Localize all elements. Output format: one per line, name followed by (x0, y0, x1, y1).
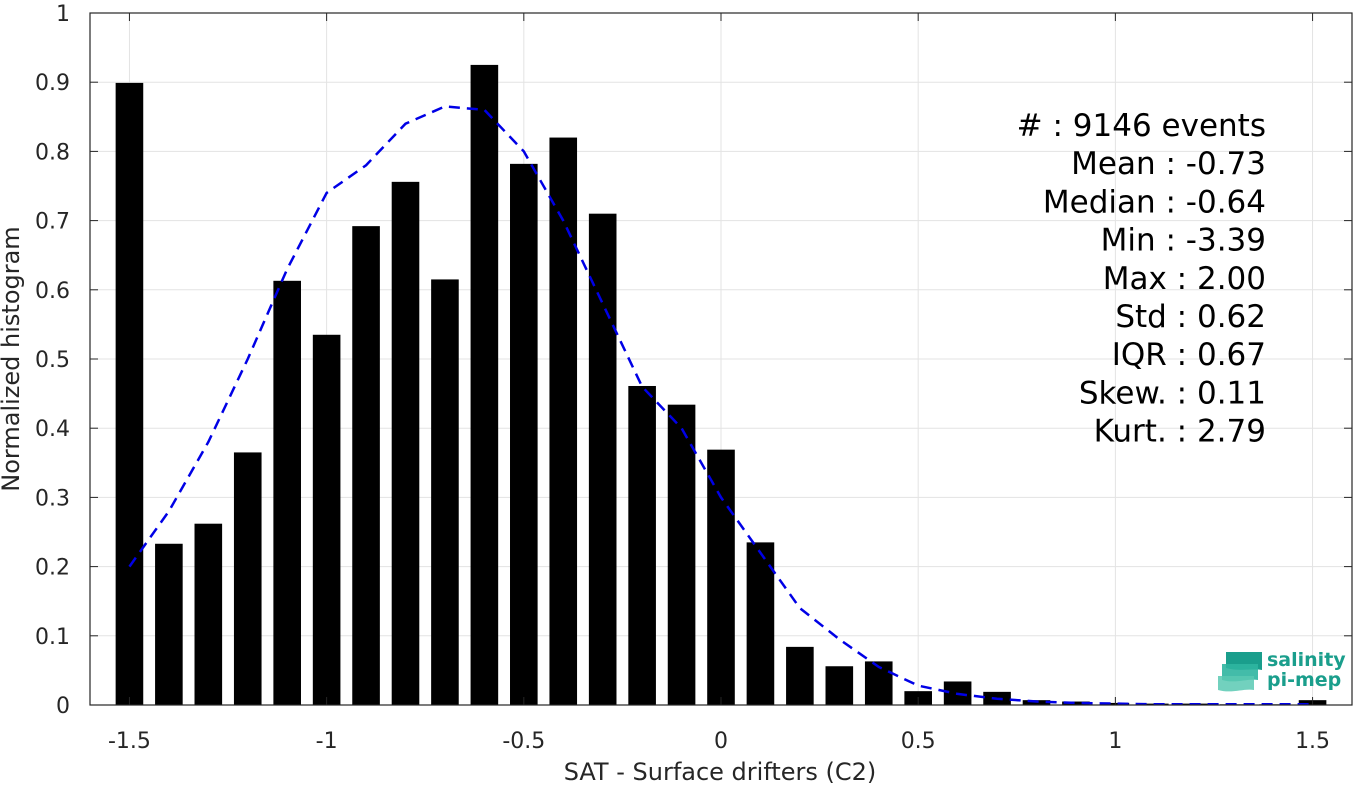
y-tick-label: 0.3 (35, 486, 70, 511)
logo-line1: salinity (1267, 649, 1346, 671)
histogram-bar (746, 542, 775, 705)
histogram-bar (391, 181, 420, 705)
histogram-bar (825, 666, 854, 705)
histogram-bar (194, 523, 223, 705)
x-tick-label: -1.5 (108, 729, 151, 754)
histogram-bar (352, 226, 380, 706)
histogram-bar (786, 646, 814, 705)
stats-line: Min : -3.39 (1101, 223, 1266, 259)
histogram-bar (431, 279, 459, 705)
histogram-bar (233, 452, 262, 705)
salinity-pi-mep-logo: salinity pi-mep (1218, 649, 1346, 692)
x-tick-label: -0.5 (502, 729, 545, 754)
fit-curve (128, 105, 1313, 706)
x-tick-label: -1 (316, 729, 338, 754)
stats-line: Max : 2.00 (1103, 261, 1266, 297)
x-axis-ticks: -1.5 -1 -0.5 0 0.5 1 1.5 (108, 13, 1330, 754)
y-tick-label: 0.2 (35, 556, 70, 581)
y-tick-label: 0.8 (35, 140, 70, 165)
histogram-bar (273, 280, 301, 705)
stats-line: IQR : 0.67 (1112, 337, 1266, 373)
histogram-bar (312, 334, 341, 705)
logo-line2: pi-mep (1267, 669, 1341, 691)
y-tick-label: 0.7 (35, 210, 70, 235)
y-tick-label: 0.5 (35, 348, 70, 373)
histogram-bar (115, 82, 144, 706)
histogram-bar (628, 385, 656, 705)
y-tick-label: 0.6 (35, 279, 70, 304)
y-tick-label: 1 (56, 2, 70, 27)
y-tick-label: 0.4 (35, 417, 70, 442)
stats-line: Kurt. : 2.79 (1094, 414, 1266, 450)
histogram-bar (470, 64, 499, 705)
histogram-bar (1062, 701, 1090, 705)
x-tick-label: 0.5 (901, 729, 936, 754)
x-tick-label: 0 (714, 729, 728, 754)
gaussian-fit-line (128, 105, 1313, 706)
stats-line: Mean : -0.73 (1071, 146, 1266, 182)
logo-mark-icon (1218, 652, 1262, 692)
x-tick-label: 1 (1108, 729, 1122, 754)
y-tick-label: 0.1 (35, 625, 70, 650)
histogram-bar (510, 163, 538, 705)
stats-line: # : 9146 events (1017, 108, 1266, 144)
stats-line: Skew. : 0.11 (1079, 375, 1266, 411)
y-axis-ticks: 0 0.1 0.2 0.3 0.4 0.5 0.6 0.7 0.8 0.9 1 (35, 2, 1352, 719)
stats-line: Median : -0.64 (1043, 184, 1266, 220)
y-tick-label: 0 (56, 694, 70, 719)
y-axis-label: Normalized histogram (0, 226, 25, 491)
histogram-bar (549, 137, 578, 705)
histogram-bar (667, 404, 696, 705)
bars (115, 64, 1327, 706)
y-tick-label: 0.9 (35, 71, 70, 96)
histogram-bar (864, 661, 893, 705)
histogram-bar (155, 543, 183, 705)
x-axis-label: SAT - Surface drifters (C2) (564, 758, 877, 785)
histogram-bar (588, 213, 617, 705)
x-tick-label: 1.5 (1295, 729, 1330, 754)
stats-line: Std : 0.62 (1115, 299, 1266, 335)
histogram-bar (707, 449, 735, 705)
